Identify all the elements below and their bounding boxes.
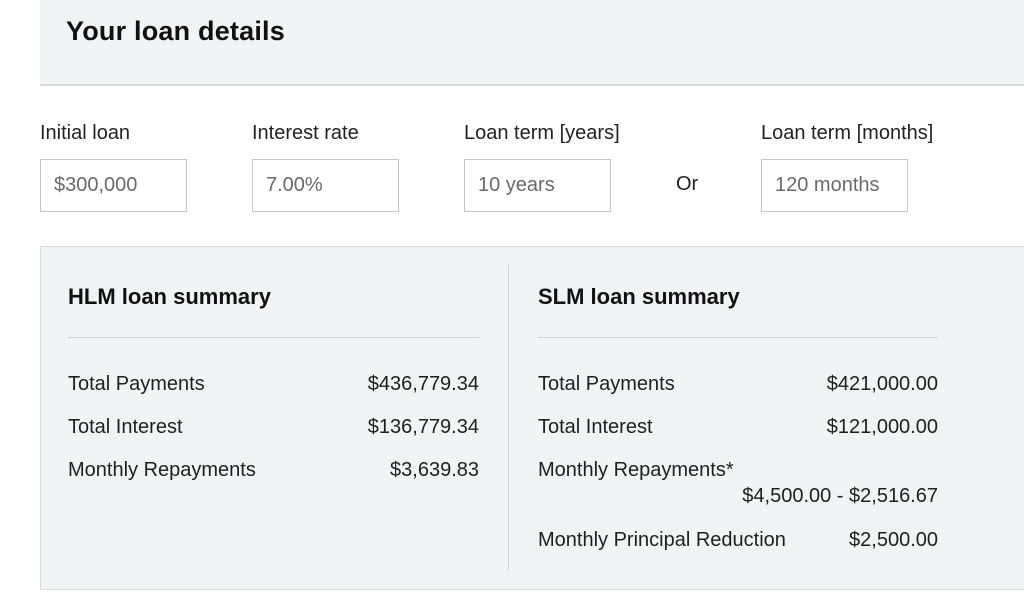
initial-loan-label: Initial loan: [40, 122, 131, 144]
loan-term-years-label: Loan term [years]: [464, 122, 620, 144]
initial-loan-input[interactable]: [40, 159, 187, 212]
slm-monthly-principal-reduction-value: $2,500.00: [849, 529, 938, 551]
hlm-total-interest-value: $136,779.34: [367, 416, 479, 438]
hlm-total-payments-label: Total Payments: [68, 373, 205, 395]
hlm-summary-divider: [68, 337, 479, 338]
slm-summary-title: SLM loan summary: [538, 284, 740, 309]
slm-summary-divider: [538, 337, 938, 338]
slm-monthly-repayments-value: $4,500.00 - $2,516.67: [742, 485, 938, 507]
hlm-monthly-repayments-value: $3,639.83: [390, 459, 479, 481]
page-title: Your loan details: [66, 16, 285, 46]
loan-details-header: Your loan details: [40, 0, 1024, 86]
hlm-summary-title: HLM loan summary: [68, 284, 271, 309]
interest-rate-input[interactable]: [252, 159, 399, 212]
loan-term-months-label: Loan term [months]: [761, 122, 934, 144]
summary-column-divider: [508, 265, 509, 571]
or-separator-text: Or: [676, 173, 699, 195]
hlm-monthly-repayments-label: Monthly Repayments: [68, 459, 256, 481]
hlm-total-interest-label: Total Interest: [68, 416, 183, 438]
interest-rate-label: Interest rate: [252, 122, 359, 144]
loan-term-months-input[interactable]: [761, 159, 908, 212]
slm-total-payments-value: $421,000.00: [826, 373, 938, 395]
slm-monthly-principal-reduction-label: Monthly Principal Reduction: [538, 529, 786, 551]
slm-total-interest-label: Total Interest: [538, 416, 653, 438]
loan-term-years-input[interactable]: [464, 159, 611, 212]
slm-total-interest-value: $121,000.00: [826, 416, 938, 438]
slm-monthly-repayments-label: Monthly Repayments*: [538, 459, 734, 481]
slm-total-payments-label: Total Payments: [538, 373, 675, 395]
loan-summary-panel: HLM loan summary Total Payments $436,779…: [40, 246, 1024, 590]
hlm-total-payments-value: $436,779.34: [367, 373, 479, 395]
